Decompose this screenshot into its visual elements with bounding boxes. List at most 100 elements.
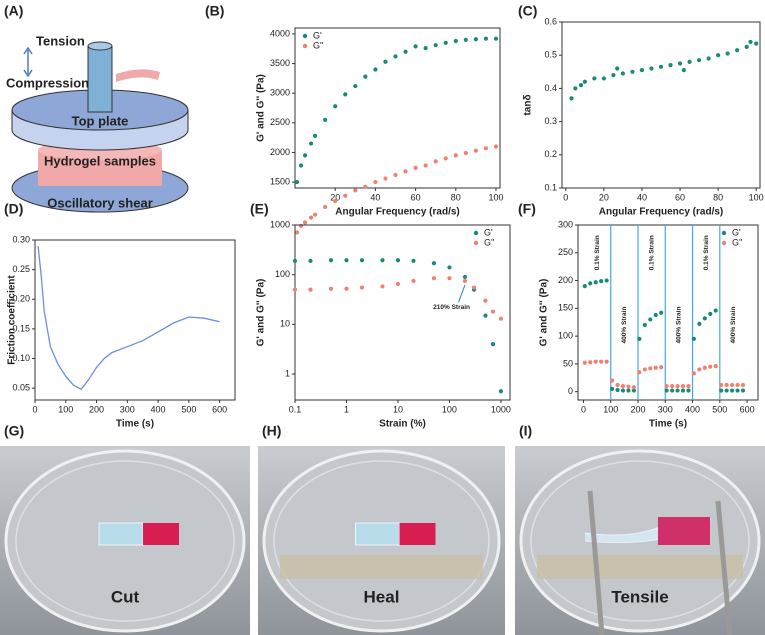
point xyxy=(719,382,724,388)
point xyxy=(620,71,626,76)
point xyxy=(653,312,658,318)
diagram: (A) Tension Compression Top plate Hydrog… xyxy=(4,3,189,213)
point xyxy=(413,165,418,170)
point xyxy=(359,285,365,290)
point xyxy=(395,281,401,287)
y-tick-label: 2000 xyxy=(270,147,290,157)
legend-marker xyxy=(721,240,727,246)
diagram-text: Top plate xyxy=(72,113,129,128)
annotation: 400% Strain xyxy=(621,307,628,344)
clear-gel xyxy=(98,522,144,546)
x-axis-label: Time (s) xyxy=(649,419,687,430)
point xyxy=(363,184,368,189)
y-tick-label: 0.3 xyxy=(544,116,557,126)
plot-frame xyxy=(577,224,759,401)
line xyxy=(37,245,220,391)
point xyxy=(620,384,626,389)
point xyxy=(639,68,645,73)
point xyxy=(615,387,620,393)
point xyxy=(344,286,349,291)
point xyxy=(675,388,680,393)
point xyxy=(713,364,718,369)
point xyxy=(691,371,697,376)
x-tick-label: 40 xyxy=(637,192,647,202)
point xyxy=(393,172,398,178)
pink-gel xyxy=(143,523,179,545)
point xyxy=(292,258,298,263)
legend-marker xyxy=(473,230,479,236)
y-tick-label: 0.6 xyxy=(544,16,557,26)
point xyxy=(582,79,587,84)
point xyxy=(668,63,673,68)
petri-inner xyxy=(15,460,235,622)
point xyxy=(462,274,468,280)
point xyxy=(697,321,702,326)
point xyxy=(308,215,314,220)
point xyxy=(462,278,468,283)
x-tick-label: 80 xyxy=(713,192,723,202)
point xyxy=(702,316,707,321)
x-tick-label: 1 xyxy=(344,404,349,414)
y-tick-label: 150 xyxy=(558,303,573,313)
point xyxy=(431,276,437,281)
point xyxy=(393,54,398,59)
point xyxy=(593,280,598,285)
point xyxy=(431,261,437,266)
x-tick-label: 200 xyxy=(630,404,645,414)
y-tick-label: 1 xyxy=(285,368,290,378)
x-tick-label: 0.1 xyxy=(289,404,302,414)
x-tick-label: 100 xyxy=(58,404,73,414)
point xyxy=(706,56,711,61)
point xyxy=(659,310,664,315)
point xyxy=(599,359,604,364)
point xyxy=(708,311,713,316)
x-tick-label: 100 xyxy=(749,192,764,202)
y-tick-label: 0.2 xyxy=(544,149,557,159)
y-tick-label: 250 xyxy=(558,247,573,257)
point xyxy=(411,258,416,263)
point xyxy=(298,163,304,168)
y-tick-label: 100 xyxy=(558,330,573,340)
clear-gel xyxy=(355,522,400,546)
point xyxy=(669,384,675,389)
panel-label: (I) xyxy=(519,423,532,439)
point xyxy=(675,384,680,389)
point xyxy=(573,86,578,91)
point xyxy=(687,59,692,64)
point xyxy=(708,364,713,369)
y-axis-label: G' and G'' (Pa) xyxy=(539,279,550,347)
point xyxy=(473,37,478,42)
point xyxy=(740,382,746,388)
point xyxy=(637,370,642,375)
x-tick-label: 10 xyxy=(393,404,403,414)
point xyxy=(669,388,675,393)
y-tick-label: 10 xyxy=(280,319,290,329)
legend-label: G'' xyxy=(484,237,495,247)
point xyxy=(443,40,448,45)
point xyxy=(592,76,597,81)
x-tick-label: 100 xyxy=(488,192,503,202)
point xyxy=(630,69,635,74)
point xyxy=(686,384,691,389)
y-tick-label: 2500 xyxy=(270,117,290,127)
y-tick-label: 3000 xyxy=(270,88,290,98)
plot-frame xyxy=(34,239,236,401)
point xyxy=(292,287,298,292)
point xyxy=(323,204,328,210)
plot-frame xyxy=(561,21,761,189)
x-axis-label: Strain (%) xyxy=(379,419,426,430)
point xyxy=(312,133,318,138)
legend-label: G' xyxy=(732,227,741,237)
x-tick-label: 300 xyxy=(658,404,673,414)
point xyxy=(659,365,664,370)
point xyxy=(493,36,499,41)
point xyxy=(664,388,669,393)
point xyxy=(308,258,313,263)
y-tick-label: 0.30 xyxy=(12,234,30,244)
photo-caption: Heal xyxy=(364,587,400,606)
point xyxy=(680,384,686,389)
point xyxy=(302,220,308,225)
point xyxy=(691,336,697,341)
point xyxy=(490,342,496,347)
